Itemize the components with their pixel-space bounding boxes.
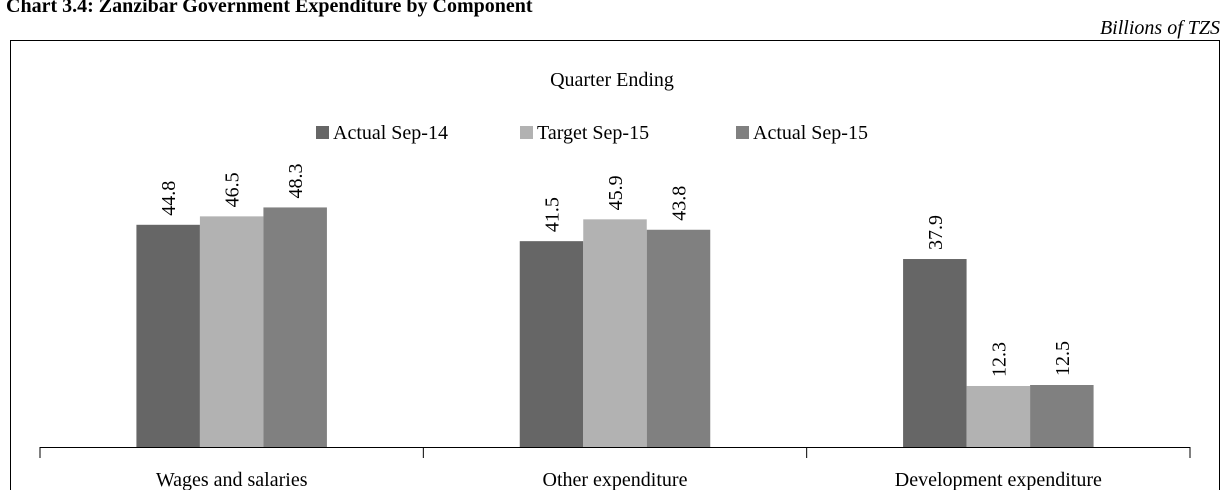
legend-swatch	[520, 126, 533, 139]
legend-label: Actual Sep-14	[333, 122, 448, 144]
bar	[136, 224, 200, 447]
bar	[519, 241, 584, 447]
x-tick-label: Development expenditure	[895, 469, 1102, 490]
legend-label: Target Sep-15	[537, 122, 649, 144]
bar	[966, 385, 1031, 447]
data-label: 37.9	[925, 215, 947, 250]
data-label: 43.8	[669, 186, 691, 221]
data-label: 46.5	[222, 172, 244, 207]
bar	[646, 229, 711, 447]
data-label: 45.9	[605, 175, 627, 210]
data-label: 12.5	[1052, 341, 1074, 376]
legend-label: Actual Sep-15	[753, 122, 868, 144]
chart-frame	[10, 40, 1220, 490]
x-tick-label: Wages and salaries	[156, 469, 308, 490]
bar	[583, 219, 647, 447]
chart-title: Chart 3.4: Zanzibar Government Expenditu…	[6, 0, 533, 17]
data-label: 12.3	[988, 342, 1010, 377]
bar	[199, 216, 264, 447]
legend-title: Quarter Ending	[550, 69, 674, 91]
chart-subtitle: Billions of TZS	[1100, 17, 1220, 39]
bar	[1030, 385, 1094, 447]
data-label: 44.8	[158, 181, 180, 216]
bar	[903, 259, 967, 447]
bar	[263, 207, 327, 447]
data-label: 48.3	[285, 163, 307, 198]
legend-swatch	[736, 126, 749, 139]
x-tick-label: Other expenditure	[543, 469, 688, 490]
legend-swatch	[316, 126, 329, 139]
data-label: 41.5	[542, 197, 564, 232]
